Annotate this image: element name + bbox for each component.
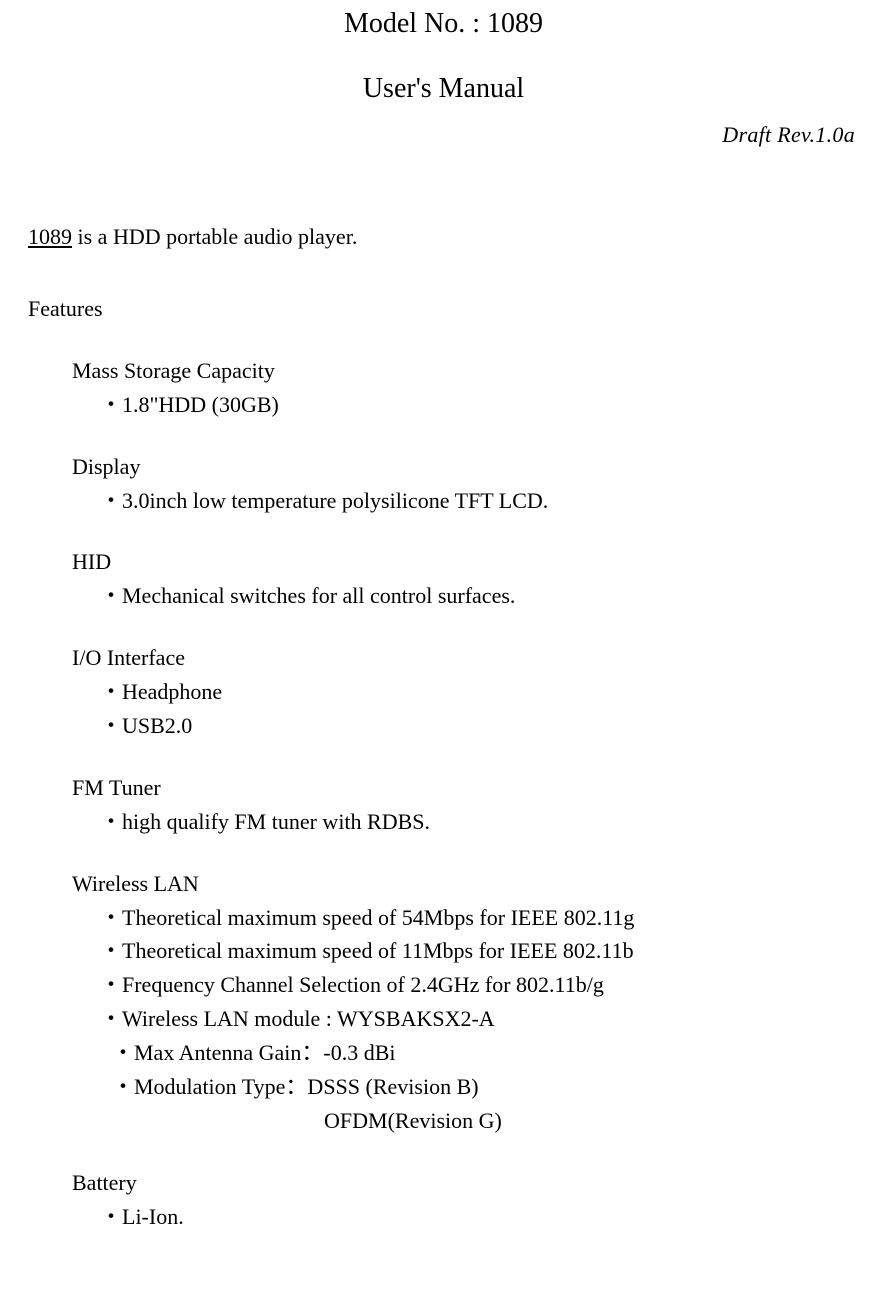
feature-item: ・Mechanical switches for all control sur… (100, 580, 859, 612)
section-fm: FM Tuner ・high qualify FM tuner with RDB… (72, 772, 859, 838)
section-battery: Battery ・Li-Ion. (72, 1167, 859, 1233)
section-hid: HID ・Mechanical switches for all control… (72, 546, 859, 612)
feature-item: ・Li-Ion. (100, 1201, 859, 1233)
intro-rest: is a HDD portable audio player. (72, 224, 357, 249)
section-title: Wireless LAN (72, 868, 859, 900)
feature-item: ・Frequency Channel Selection of 2.4GHz f… (100, 969, 859, 1001)
section-io: I/O Interface ・Headphone ・USB2.0 (72, 642, 859, 742)
feature-item: ・Theoretical maximum speed of 54Mbps for… (100, 902, 859, 934)
feature-sub-item: ・Max Antenna Gain：-0.3 dBi (112, 1037, 859, 1069)
manual-title-line: User's Manual (28, 69, 859, 110)
feature-continuation: OFDM(Revision G) (324, 1105, 859, 1137)
feature-item: ・3.0inch low temperature polysilicone TF… (100, 485, 859, 517)
section-title: Display (72, 451, 859, 483)
section-title: Mass Storage Capacity (72, 355, 859, 387)
intro-model-underlined: 1089 (28, 224, 72, 249)
document-page: Model No. : 1089 User's Manual Draft Rev… (0, 0, 887, 1303)
feature-item: ・high qualify FM tuner with RDBS. (100, 806, 859, 838)
feature-item: ・Wireless LAN module : WYSBAKSX2-A (100, 1003, 859, 1035)
section-title: HID (72, 546, 859, 578)
section-wlan: Wireless LAN ・Theoretical maximum speed … (72, 868, 859, 1137)
intro-line: 1089 is a HDD portable audio player. (28, 221, 859, 253)
feature-sub-item: ・Modulation Type：DSSS (Revision B) (112, 1071, 859, 1103)
section-storage: Mass Storage Capacity ・1.8"HDD (30GB) (72, 355, 859, 421)
model-number-line: Model No. : 1089 (28, 4, 859, 45)
feature-item: ・USB2.0 (100, 710, 859, 742)
section-title: I/O Interface (72, 642, 859, 674)
section-title: FM Tuner (72, 772, 859, 804)
feature-item: ・1.8"HDD (30GB) (100, 389, 859, 421)
features-heading: Features (28, 293, 859, 325)
feature-item: ・Headphone (100, 676, 859, 708)
section-title: Battery (72, 1167, 859, 1199)
revision-line: Draft Rev.1.0a (28, 119, 859, 151)
title-block: Model No. : 1089 User's Manual (28, 0, 859, 109)
feature-item: ・Theoretical maximum speed of 11Mbps for… (100, 935, 859, 967)
section-display: Display ・3.0inch low temperature polysil… (72, 451, 859, 517)
